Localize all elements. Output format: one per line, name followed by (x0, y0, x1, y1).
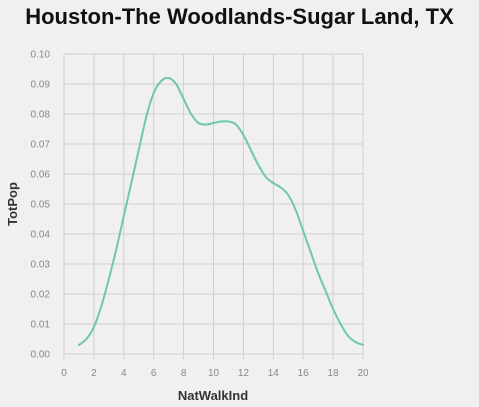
y-tick-label: 0.08 (31, 110, 51, 121)
y-tick-label: 0.09 (31, 80, 51, 91)
series-layer (77, 76, 364, 346)
y-tick-label: 0.10 (31, 50, 51, 61)
chart-title: Houston-The Woodlands-Sugar Land, TX (25, 4, 454, 29)
x-tick-label: 2 (91, 368, 97, 379)
x-tick-label: 12 (238, 368, 250, 379)
x-tick-label: 16 (298, 368, 310, 379)
y-tick-label: 0.04 (31, 230, 51, 241)
y-tick-label: 0.03 (31, 260, 51, 271)
grid-lines (63, 53, 364, 359)
x-tick-label: 0 (61, 368, 67, 379)
x-tick-label: 18 (328, 368, 340, 379)
y-tick-label: 0.01 (31, 320, 51, 331)
y-tick-label: 0.06 (31, 170, 51, 181)
x-tick-label: 14 (268, 368, 280, 379)
y-axis-title: TotPop (5, 182, 20, 226)
x-tick-label: 8 (181, 368, 187, 379)
y-axis-ticks: 0.00 0.01 0.02 0.03 0.04 0.05 0.06 0.07 0.08 0.09… (31, 50, 51, 361)
x-axis-title: NatWalkInd (178, 388, 248, 403)
y-tick-label: 0.07 (31, 140, 51, 151)
x-tick-label: 4 (121, 368, 127, 379)
y-tick-label: 0.00 (31, 350, 51, 361)
x-tick-label: 6 (151, 368, 157, 379)
x-tick-label: 20 (357, 368, 369, 379)
y-tick-label: 0.05 (31, 200, 51, 211)
y-tick-label: 0.02 (31, 290, 51, 301)
x-axis-ticks: 0 2 4 6 8 10 12 14 16 18 20 (61, 368, 369, 379)
density-line (77, 76, 364, 346)
x-tick-label: 10 (208, 368, 220, 379)
